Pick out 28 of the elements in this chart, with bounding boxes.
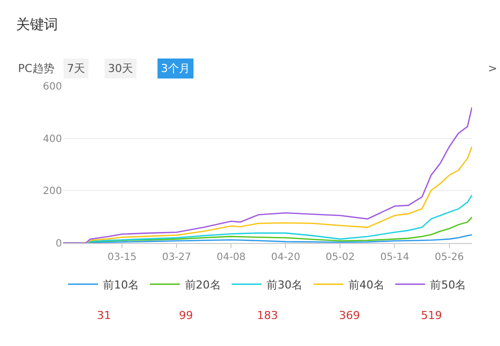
- text: 183: [257, 309, 278, 322]
- x-tick-label: 05-14: [380, 252, 410, 263]
- text: >: [488, 62, 498, 75]
- y-tick-label: 0: [56, 238, 62, 250]
- legend-label: 前50名: [430, 278, 466, 292]
- y-tick-label: 400: [42, 134, 62, 145]
- x-tick-label: 04-08: [216, 252, 246, 263]
- x-tick-label: 05-02: [326, 252, 355, 263]
- text: 369: [339, 309, 360, 322]
- legend-label: 前10名: [103, 278, 139, 292]
- text: 519: [421, 309, 442, 322]
- x-tick-label: 04-20: [271, 252, 300, 263]
- text: 31: [97, 309, 111, 322]
- x-tick-label: 05-26: [434, 252, 464, 263]
- line-series: [63, 106, 472, 243]
- legend-label: 前40名: [348, 278, 384, 292]
- y-tick-label: 200: [42, 186, 62, 198]
- legend-label: 前30名: [266, 278, 303, 292]
- y-tick-label: 600: [42, 82, 62, 92]
- text: 99: [179, 309, 193, 322]
- text: PC趋势: [18, 62, 54, 75]
- text: 7天: [67, 62, 85, 75]
- text: 3个月: [161, 62, 190, 75]
- chart-title: 关键词: [16, 17, 58, 33]
- legend-label: 前20名: [184, 278, 221, 292]
- x-tick-label: 03-27: [162, 252, 192, 263]
- x-tick-label: 03-15: [108, 252, 137, 263]
- text: 30天: [108, 62, 133, 75]
